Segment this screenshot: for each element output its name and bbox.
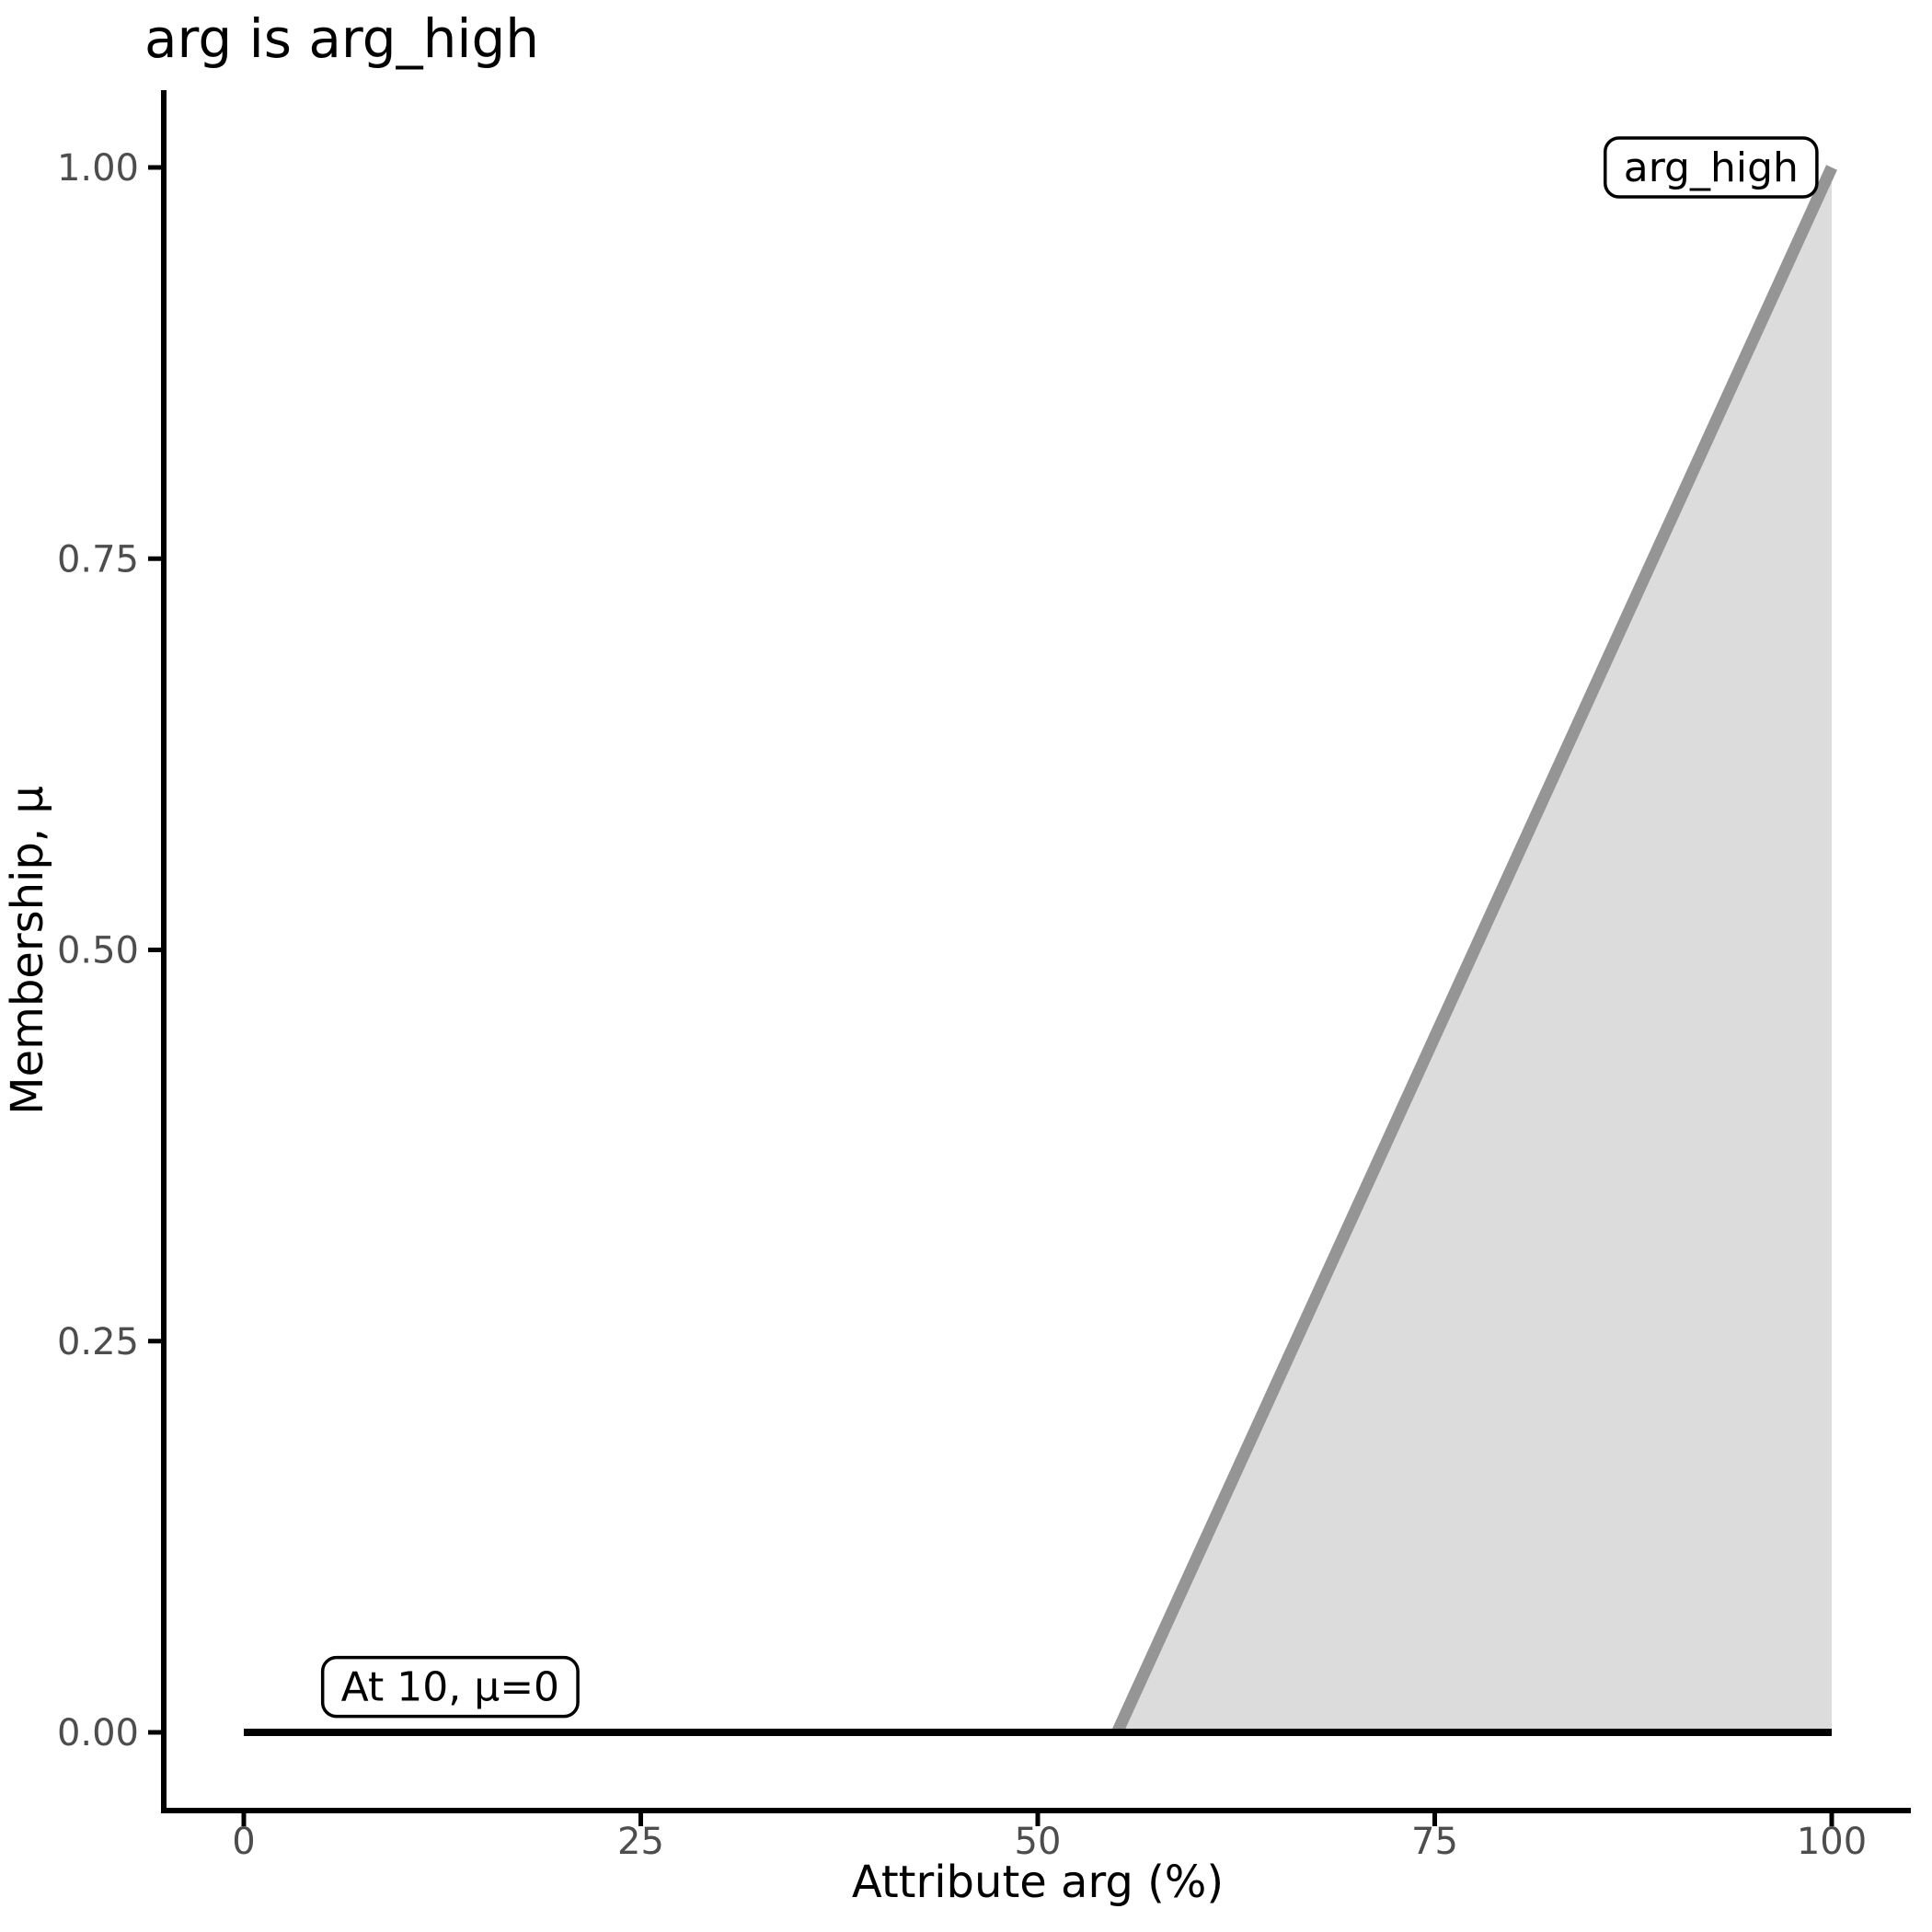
y-tick-label: 1.00 xyxy=(57,147,139,190)
y-axis-title: Membership, μ xyxy=(2,786,53,1115)
chart-title: arg is arg_high xyxy=(144,7,539,70)
annotation-box xyxy=(320,1655,580,1719)
annotation-box xyxy=(1604,136,1819,199)
y-tick-label: 0.00 xyxy=(57,1712,139,1754)
y-tick-label: 0.75 xyxy=(57,538,139,581)
y-tick-label: 0.25 xyxy=(57,1321,139,1363)
chart-generated-layer: 0.00 0.25 0.50 0.75 1.00 0 25 50 75 100 At 10, μ=0… xyxy=(57,90,1911,1863)
annotation-label: At 10, μ=0 xyxy=(341,1664,559,1711)
x-tick-label: 75 xyxy=(1411,1821,1458,1863)
x-tick-label: 0 xyxy=(232,1821,255,1863)
x-axis-title: Attribute arg (%) xyxy=(852,1857,1224,1908)
annotation-label: arg_high xyxy=(1624,144,1799,191)
y-tick-label: 0.50 xyxy=(57,930,139,972)
x-tick-label: 25 xyxy=(617,1821,664,1863)
x-tick-label: 50 xyxy=(1015,1821,1062,1863)
arg_high-membership-ramp xyxy=(1111,165,1837,1735)
x-tick-label: 100 xyxy=(1797,1821,1867,1863)
